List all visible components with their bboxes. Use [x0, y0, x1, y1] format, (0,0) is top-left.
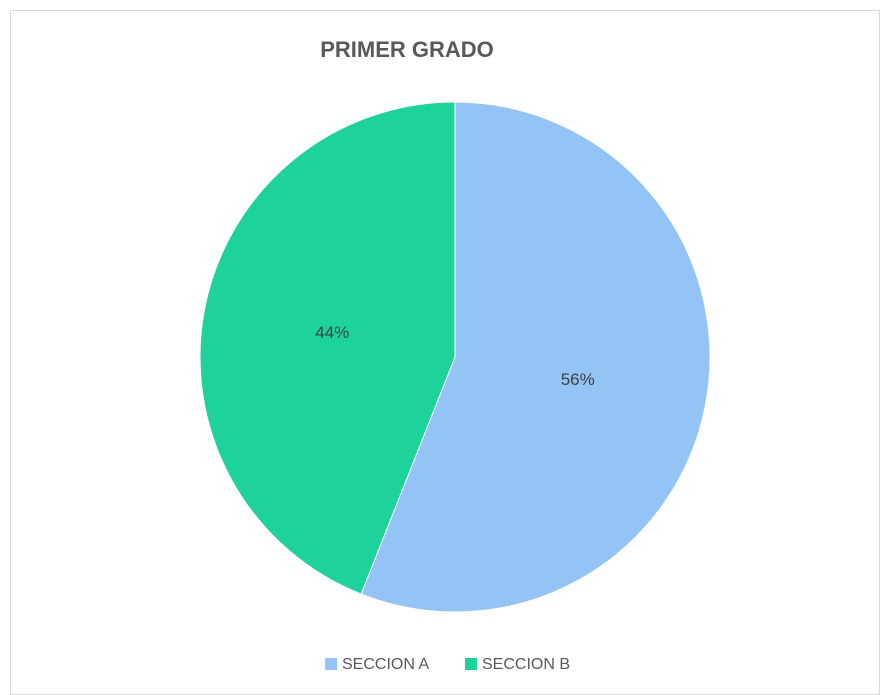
legend-swatch [465, 658, 477, 670]
legend-swatch [325, 658, 337, 670]
chart-title: PRIMER GRADO [320, 37, 494, 62]
data-label: 56% [561, 370, 595, 389]
pie-slice [199, 101, 456, 595]
legend-label: SECCION B [482, 656, 570, 673]
legend-label: SECCION A [342, 656, 429, 673]
pie-slice [360, 101, 711, 613]
data-label: 44% [315, 323, 349, 342]
